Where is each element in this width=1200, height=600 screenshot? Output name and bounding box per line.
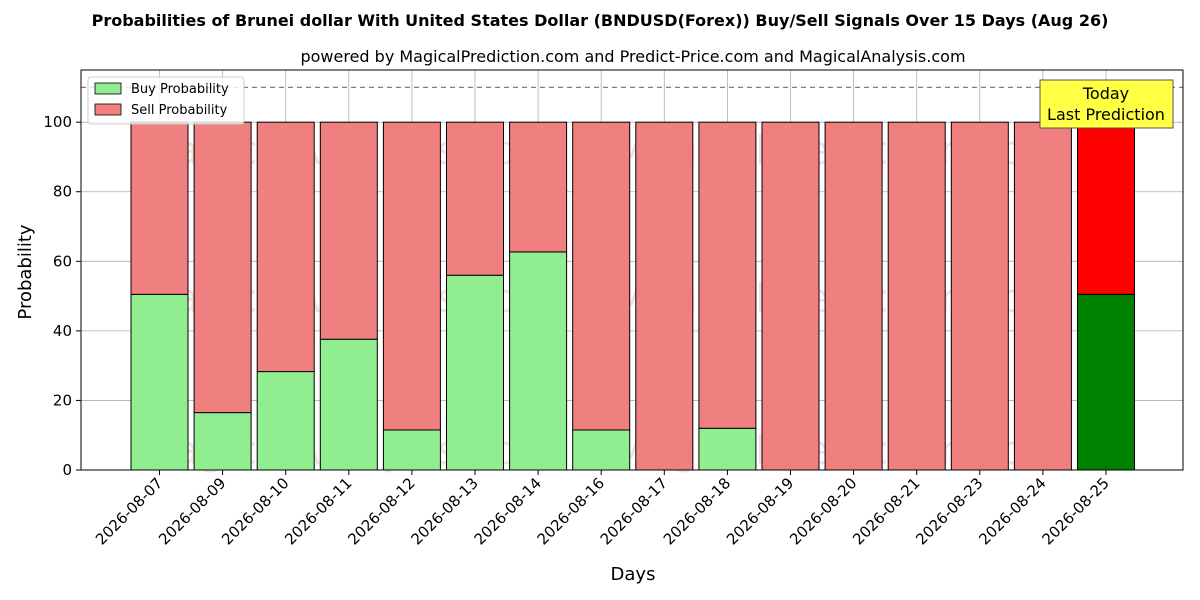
- x-tick-label: 2026-08-14: [471, 474, 545, 548]
- annotation-line-1: Today: [1082, 84, 1129, 103]
- x-tick-label: 2026-08-20: [786, 474, 860, 548]
- sell-bar: [509, 121, 568, 253]
- y-tick-label: 100: [43, 113, 72, 131]
- x-tick-label: 2026-08-16: [534, 474, 608, 548]
- sell-bar: [382, 121, 441, 431]
- sell-bar: [446, 121, 504, 276]
- buy-bar: [382, 429, 441, 471]
- x-tick-label: 2026-08-18: [660, 474, 734, 548]
- legend-swatch-buy: [94, 82, 122, 95]
- legend-box: [87, 76, 245, 125]
- y-tick-label: 0: [62, 461, 72, 479]
- x-tick-label: 2026-08-10: [218, 474, 292, 548]
- y-tick-label: 20: [53, 391, 72, 409]
- buy-bar: [1077, 293, 1135, 471]
- sell-bar: [887, 121, 946, 471]
- annotation-line-2: Last Prediction: [1047, 105, 1165, 124]
- x-axis-label: Days: [611, 564, 656, 585]
- sell-bar: [635, 121, 694, 471]
- today-annotation: Today Last Prediction: [1039, 79, 1174, 129]
- sell-bar: [1077, 121, 1135, 295]
- x-tick-label: 2026-08-21: [849, 474, 923, 548]
- legend-label-buy: Buy Probability: [131, 82, 229, 97]
- x-tick-label: 2026-08-11: [281, 474, 355, 548]
- legend-swatch-sell: [94, 103, 122, 116]
- y-tick-label: 60: [53, 252, 72, 270]
- sell-bar: [761, 121, 820, 471]
- chart-title: Probabilities of Brunei dollar With Unit…: [92, 11, 1109, 30]
- sell-bar: [950, 121, 1009, 471]
- legend-label-sell: Sell Probability: [131, 103, 228, 118]
- buy-bar: [698, 427, 757, 471]
- chart-subtitle: powered by MagicalPrediction.com and Pre…: [300, 47, 965, 66]
- sell-bar: [193, 121, 252, 414]
- x-axis: 2026-08-072026-08-092026-08-102026-08-11…: [92, 470, 1113, 548]
- sell-bar: [1013, 121, 1072, 471]
- plot-border: [80, 69, 1184, 471]
- x-tick-label: 2026-08-13: [407, 474, 481, 548]
- legend: Buy Probability Sell Probability: [87, 76, 245, 125]
- bars: [130, 121, 1135, 471]
- buy-bar: [256, 371, 315, 471]
- buy-bar: [509, 251, 568, 471]
- x-tick-label: 2026-08-25: [1038, 474, 1112, 548]
- y-axis-label: Probability: [15, 224, 36, 319]
- x-tick-label: 2026-08-23: [912, 474, 986, 548]
- sell-bar: [698, 121, 757, 429]
- x-tick-label: 2026-08-19: [723, 474, 797, 548]
- annotation-box: [1039, 79, 1174, 129]
- buy-bar: [130, 293, 189, 471]
- x-tick-label: 2026-08-07: [92, 474, 166, 548]
- x-tick-label: 2026-08-17: [597, 474, 671, 548]
- x-tick-label: 2026-08-09: [155, 474, 229, 548]
- sell-bar: [319, 121, 378, 340]
- x-tick-label: 2026-08-12: [344, 474, 418, 548]
- buy-bar: [193, 412, 252, 471]
- y-axis: 0 20 40 60 80 100: [43, 113, 81, 479]
- buy-bar: [446, 274, 504, 471]
- buy-bar: [319, 338, 378, 471]
- sell-bar: [130, 121, 189, 295]
- x-tick-label: 2026-08-24: [975, 474, 1049, 548]
- y-tick-label: 80: [53, 183, 72, 201]
- sell-bar: [572, 121, 631, 431]
- sell-bar: [256, 121, 315, 373]
- y-tick-label: 40: [53, 322, 72, 340]
- sell-bar: [824, 121, 883, 471]
- buy-bar: [572, 429, 631, 471]
